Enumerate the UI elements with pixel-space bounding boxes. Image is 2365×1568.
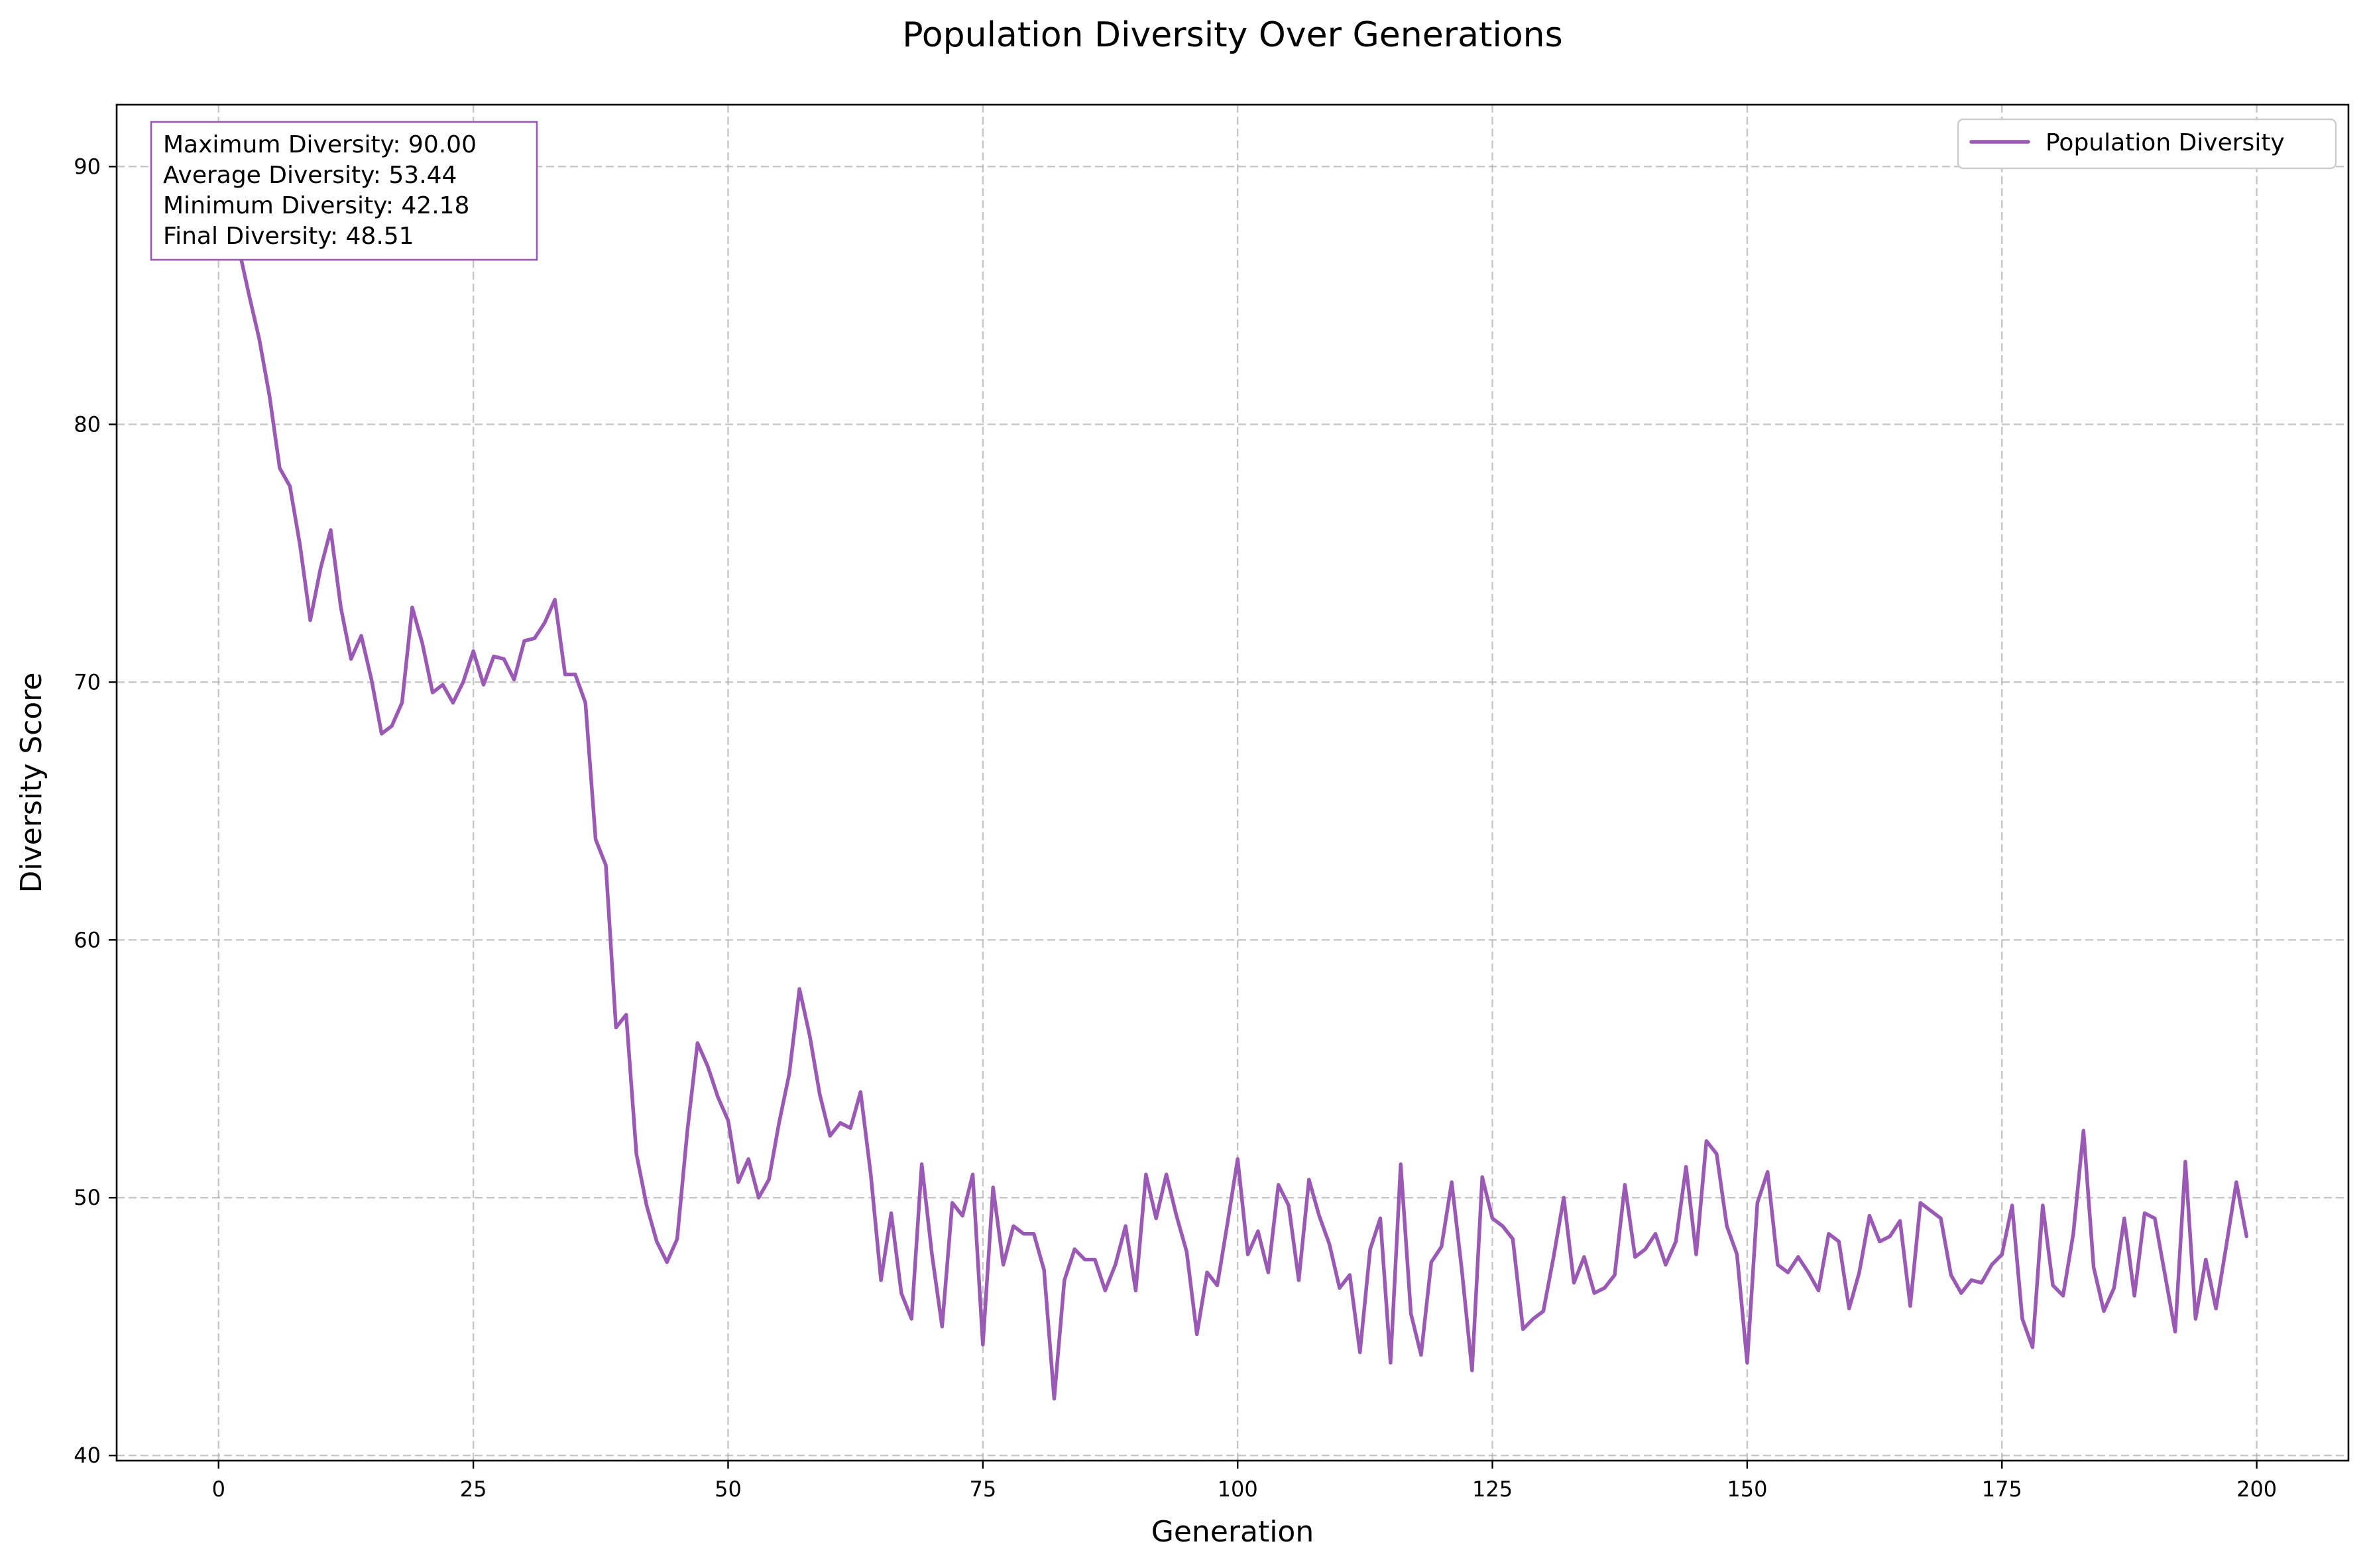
legend: Population Diversity [1957,118,2337,170]
stats-max-text: Maximum Diversity: 90.00 [163,131,477,158]
stats-box: Maximum Diversity: 90.00 Average Diversi… [150,121,538,261]
stats-final-text: Final Diversity: 48.51 [163,223,414,250]
stats-box-frame [150,121,538,261]
y-tick-label: 80 [74,412,101,437]
series-line-population-diversity [216,164,2249,1401]
x-tick-label: 75 [969,1477,996,1502]
y-tick-label: 50 [74,1185,101,1210]
y-tick-label: 90 [74,154,101,179]
legend-label-population-diversity: Population Diversity [2046,129,2285,156]
x-tick-label: 0 [212,1477,225,1502]
y-axis-label: Diversity Score [15,673,48,893]
stats-average-text: Average Diversity: 53.44 [163,162,457,189]
series-layer [216,164,2249,1401]
y-tick-label: 60 [74,927,101,952]
y-tick-label: 40 [74,1443,101,1468]
x-axis-label: Generation [1151,1515,1314,1549]
x-tick-label: 25 [460,1477,487,1502]
x-tick-label: 50 [715,1477,742,1502]
x-tick-label: 125 [1472,1477,1513,1502]
x-tick-label: 175 [1982,1477,2022,1502]
y-tick-label: 70 [74,669,101,695]
x-tick-label: 100 [1218,1477,1258,1502]
legend-frame [1957,118,2337,170]
plot-frame [115,103,2350,1462]
x-tick-label: 150 [1727,1477,1767,1502]
chart-title: Population Diversity Over Generations [902,15,1562,55]
axis-ticks: 0 25 50 75 100 125 150 175 200 40 50 60 70 80 90 [74,154,2277,1502]
x-tick-label: 200 [2236,1477,2277,1502]
stats-min-text: Minimum Diversity: 42.18 [163,192,469,219]
